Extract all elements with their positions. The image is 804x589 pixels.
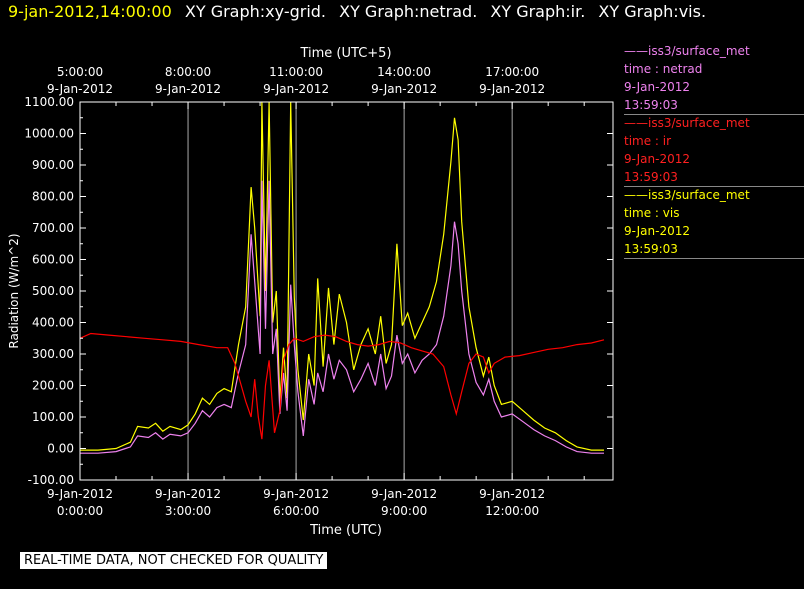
y-tick-label: 500.00 (32, 284, 74, 298)
series-line-ir (80, 332, 605, 440)
x-tick-label-date: 9-Jan-2012 (155, 487, 221, 501)
x2-tick-label-date: 9-Jan-2012 (155, 82, 221, 96)
y-tick-label: 600.00 (32, 253, 74, 267)
y-tick-label: 1100.00 (24, 95, 74, 109)
x-tick-label-date: 9-Jan-2012 (371, 487, 437, 501)
x2-tick-label-time: 17:00:00 (485, 65, 539, 79)
x2-tick-label-time: 11:00:00 (269, 65, 323, 79)
legend-date: 9-Jan-2012 (624, 152, 690, 166)
legend-vars: time : vis (624, 206, 680, 220)
y-axis-label: Radiation (W/m^2) (7, 233, 21, 348)
legend-time: 13:59:03 (624, 170, 678, 184)
legend-source: ——iss3/surface_met (624, 188, 750, 202)
x-tick-label-date: 9-Jan-2012 (479, 487, 545, 501)
title-bar: 9-jan-2012,14:00:00 XY Graph:xy-grid. XY… (8, 2, 706, 21)
x2-tick-label-date: 9-Jan-2012 (47, 82, 113, 96)
y-tick-label: 100.00 (32, 410, 74, 424)
legend-vars: time : netrad (624, 62, 703, 76)
x2-tick-label-time: 5:00:00 (57, 65, 103, 79)
legend-ir: ——iss3/surface_met time : ir 9-Jan-2012 … (624, 114, 804, 186)
x-tick-label-time: 3:00:00 (165, 504, 211, 518)
graph-label-vis: XY Graph:vis. (598, 2, 707, 21)
legend-source: ——iss3/surface_met (624, 44, 750, 58)
series-line-vis (80, 102, 604, 451)
x2-tick-label-time: 14:00:00 (377, 65, 431, 79)
x-tick-label-time: 12:00:00 (485, 504, 539, 518)
legend-date: 9-Jan-2012 (624, 224, 690, 238)
legend-time: 13:59:03 (624, 98, 678, 112)
x2-tick-label-date: 9-Jan-2012 (263, 82, 329, 96)
y-tick-label: 1000.00 (24, 127, 74, 141)
legend-vars: time : ir (624, 134, 672, 148)
legend-source: ——iss3/surface_met (624, 116, 750, 130)
y-tick-label: -100.00 (28, 473, 74, 487)
graph-label-netrad: XY Graph:netrad. (339, 2, 478, 21)
legend-separator (624, 186, 804, 187)
graph-label-xy-grid: XY Graph:xy-grid. (184, 2, 327, 21)
y-tick-label: 400.00 (32, 316, 74, 330)
series-line-netrad (80, 180, 604, 454)
x-tick-label-time: 0:00:00 (57, 504, 103, 518)
x2-tick-label-date: 9-Jan-2012 (371, 82, 437, 96)
y-tick-label: 0.00 (47, 442, 74, 456)
x2-tick-label-time: 8:00:00 (165, 65, 211, 79)
x2-axis-label: Time (UTC+5) (299, 46, 391, 61)
legend-separator (624, 258, 804, 259)
x2-tick-label-date: 9-Jan-2012 (479, 82, 545, 96)
y-tick-label: 200.00 (32, 379, 74, 393)
timestamp: 9-jan-2012,14:00:00 (8, 2, 172, 21)
x-axis-label: Time (UTC) (309, 523, 382, 538)
legend-separator (624, 114, 804, 115)
y-tick-label: 900.00 (32, 158, 74, 172)
x-tick-label-date: 9-Jan-2012 (47, 487, 113, 501)
x-tick-label-date: 9-Jan-2012 (263, 487, 329, 501)
y-tick-label: 800.00 (32, 190, 74, 204)
x-tick-label-time: 9:00:00 (381, 504, 427, 518)
plot-frame (79, 101, 614, 481)
legend-date: 9-Jan-2012 (624, 80, 690, 94)
y-tick-label: 700.00 (32, 221, 74, 235)
legend-netrad: ——iss3/surface_met time : netrad 9-Jan-2… (624, 42, 804, 114)
y-tick-label: 300.00 (32, 347, 74, 361)
legend-time: 13:59:03 (624, 242, 678, 256)
graph-label-ir: XY Graph:ir. (490, 2, 586, 21)
legend-vis: ——iss3/surface_met time : vis 9-Jan-2012… (624, 186, 804, 258)
quality-warning: REAL-TIME DATA, NOT CHECKED FOR QUALITY (20, 552, 328, 569)
x-tick-label-time: 6:00:00 (273, 504, 319, 518)
